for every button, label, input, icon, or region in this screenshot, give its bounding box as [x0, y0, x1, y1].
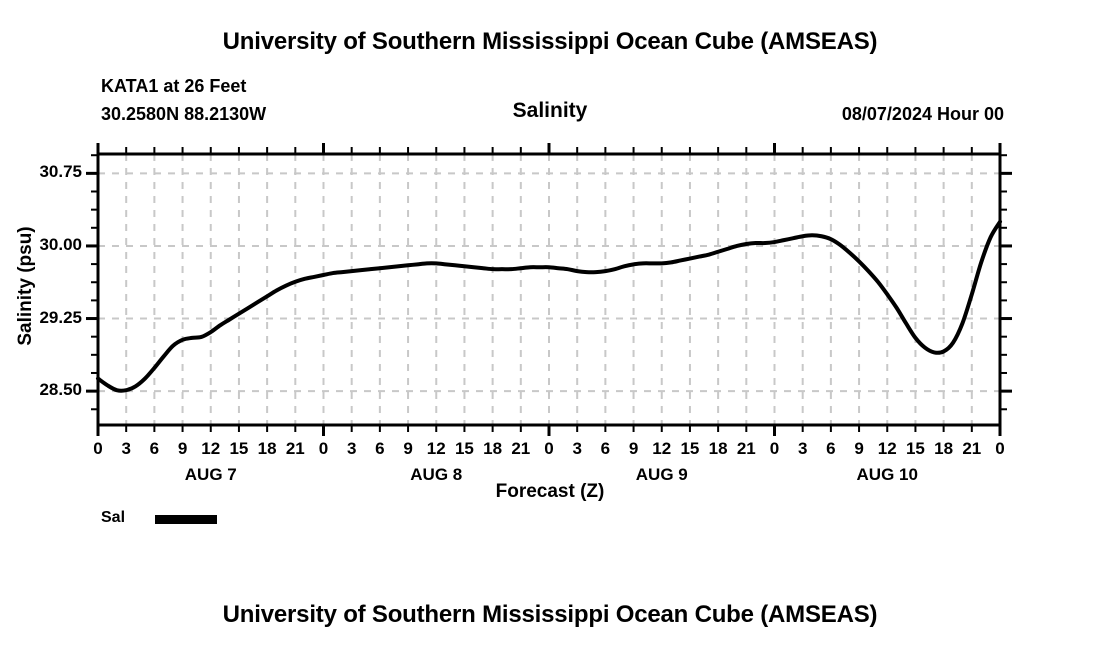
x-tick-label: 6 — [826, 439, 836, 458]
x-tick-label: 3 — [121, 439, 131, 458]
station-depth-label: KATA1 at 26 Feet — [101, 76, 247, 96]
x-tick-label: 0 — [995, 439, 1005, 458]
x-tick-label: 21 — [962, 439, 982, 458]
x-tick-label: 21 — [736, 439, 756, 458]
x-axis-title: Forecast (Z) — [495, 481, 605, 502]
x-tick-label: 12 — [877, 439, 897, 458]
y-tick-label: 30.75 — [39, 162, 82, 182]
x-tick-label: 12 — [201, 439, 221, 458]
model-run-date: 08/07/2024 Hour 00 — [841, 104, 1004, 124]
x-axis-day-label: AUG 10 — [856, 465, 918, 484]
x-tick-label: 9 — [177, 439, 188, 458]
page-title: University of Southern Mississippi Ocean… — [222, 28, 878, 55]
x-tick-label: 0 — [769, 439, 780, 458]
x-tick-label: 9 — [628, 439, 639, 458]
y-tick-label: 29.25 — [39, 307, 82, 327]
series-line-sal — [96, 219, 1002, 393]
x-axis-day-label: AUG 9 — [635, 465, 688, 484]
x-tick-label: 21 — [285, 439, 305, 458]
x-tick-label: 15 — [905, 439, 925, 458]
footer-title: University of Southern Mississippi Ocean… — [222, 601, 878, 628]
y-tick-label: 30.00 — [39, 234, 82, 254]
x-tick-label: 3 — [797, 439, 808, 458]
x-tick-label: 15 — [229, 439, 249, 458]
x-tick-label: 9 — [854, 439, 864, 458]
x-tick-label: 18 — [934, 439, 954, 458]
x-tick-label: 12 — [426, 439, 446, 458]
coordinates-label: 30.2580N 88.2130W — [101, 104, 267, 124]
x-tick-label: 3 — [346, 439, 357, 458]
x-tick-label: 6 — [149, 439, 160, 458]
x-tick-label: 3 — [572, 439, 582, 458]
x-axis-day-label: AUG 8 — [410, 465, 463, 484]
x-tick-label: 15 — [680, 439, 700, 458]
x-tick-label: 12 — [652, 439, 672, 458]
x-tick-label: 15 — [454, 439, 474, 458]
x-tick-label: 6 — [600, 439, 611, 458]
legend-swatch-sal — [155, 515, 217, 524]
x-tick-label: 6 — [375, 439, 385, 458]
x-tick-label: 18 — [257, 439, 277, 458]
x-tick-label: 0 — [93, 439, 103, 458]
x-tick-label: 21 — [511, 439, 531, 458]
parameter-title: Salinity — [512, 99, 588, 122]
legend-label: Sal — [101, 509, 126, 526]
x-tick-label: 0 — [318, 439, 329, 458]
x-tick-label: 0 — [544, 439, 554, 458]
y-tick-label: 28.50 — [39, 380, 82, 400]
x-tick-label: 18 — [708, 439, 728, 458]
x-axis-day-label: AUG 7 — [184, 465, 237, 484]
x-tick-label: 9 — [403, 439, 413, 458]
x-tick-label: 18 — [483, 439, 503, 458]
